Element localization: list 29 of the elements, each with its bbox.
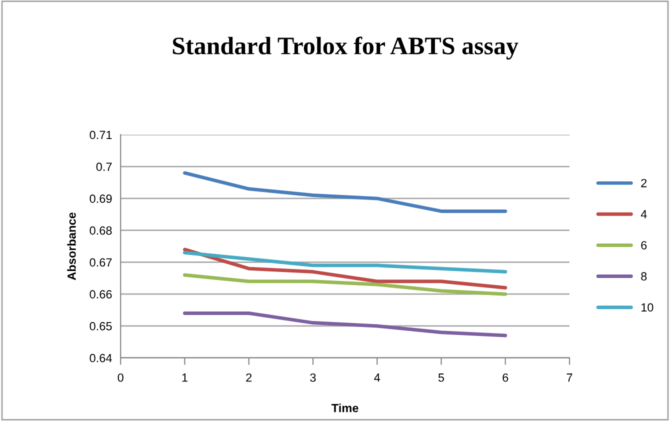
x-tick-label: 0: [118, 373, 124, 382]
y-tick-label: 0.68: [90, 226, 112, 235]
legend-label: 10: [641, 303, 654, 312]
legend-label: 6: [641, 241, 647, 250]
legend-label: 2: [641, 178, 647, 188]
x-tick-label: 2: [246, 373, 252, 382]
line-series: [182, 311, 508, 338]
chart-title: Standard Trolox for ABTS assay: [172, 36, 518, 60]
x-tick-label: 6: [502, 373, 508, 382]
y-tick-label: 0.7: [96, 162, 112, 171]
x-tick-label: 7: [566, 374, 572, 382]
y-tick-label: 0.69: [90, 194, 112, 203]
y-tick-label: 0.65: [90, 322, 112, 330]
y-tick-label: 0.71: [90, 130, 112, 140]
line-series: [182, 171, 508, 213]
y-axis-title: Absorbance: [67, 212, 76, 280]
x-axis-title: Time: [332, 404, 358, 412]
x-tick-label: 4: [374, 374, 380, 382]
legend-label: 4: [640, 210, 647, 218]
line-series: [182, 250, 508, 274]
y-tick-label: 0.67: [90, 258, 112, 267]
x-tick-label: 1: [182, 374, 188, 382]
line-series: [182, 248, 508, 290]
line-series: [182, 273, 508, 296]
y-tick-label: 0.66: [90, 290, 112, 298]
legend-label: 8: [641, 272, 647, 281]
x-tick-label: 5: [438, 374, 444, 382]
y-tick-label: 0.64: [90, 354, 112, 362]
x-tick-label: 3: [310, 373, 316, 382]
